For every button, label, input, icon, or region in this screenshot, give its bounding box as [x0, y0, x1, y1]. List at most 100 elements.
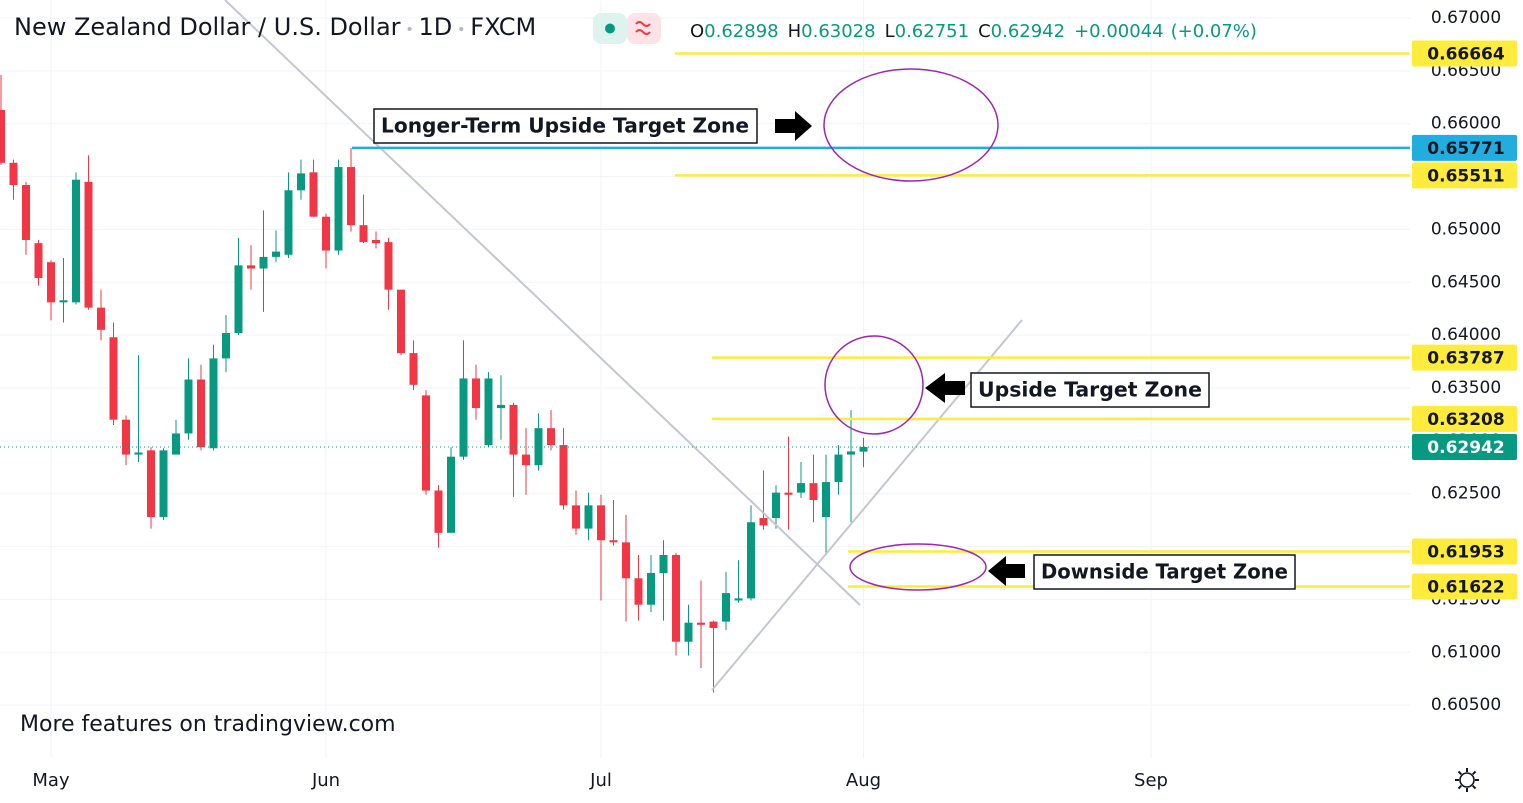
- annotation: Downside Target Zone: [1041, 560, 1288, 584]
- candle-body: [172, 433, 180, 455]
- candle-body: [734, 598, 743, 601]
- candle-body: [622, 542, 630, 579]
- candle-body: [572, 505, 580, 529]
- candle-body: [0, 109, 5, 163]
- y-tick-label: 0.66000: [1431, 114, 1501, 134]
- candle-body: [447, 456, 455, 533]
- candle-body: [209, 358, 218, 449]
- candle-body: [72, 179, 80, 303]
- candle-body: [159, 450, 168, 517]
- candle-body: [197, 379, 205, 448]
- candle-body: [509, 404, 518, 455]
- change: +0.00044: [1074, 21, 1164, 42]
- price-label: 0.61953: [1427, 543, 1504, 563]
- candle-body: [234, 265, 243, 334]
- ohlc-value: 0.62898: [704, 21, 778, 42]
- arrow: [925, 373, 965, 403]
- zone-ellipse: [823, 68, 999, 182]
- candle-body: [759, 518, 768, 526]
- price-label-box: [1412, 344, 1517, 371]
- candle-body: [334, 167, 343, 251]
- price-label: 0.61622: [1427, 578, 1504, 598]
- x-tick-label: May: [32, 770, 70, 791]
- candle-body: [809, 483, 818, 501]
- price-label-box: [1412, 134, 1517, 161]
- y-tick-label: 0.61000: [1431, 642, 1501, 662]
- watermark: More features on tradingview.com: [20, 712, 396, 737]
- candle-body: [322, 216, 330, 251]
- candle-body: [747, 522, 755, 599]
- candle-body: [122, 419, 130, 455]
- candle-body: [522, 454, 530, 466]
- gear-ring: [1459, 772, 1475, 788]
- x-tick-label: Aug: [846, 770, 881, 791]
- price-label-box: [1412, 40, 1517, 67]
- candles: [0, 75, 868, 693]
- candle-body: [284, 190, 293, 255]
- candle-body: [797, 483, 805, 493]
- ohlc-value: 0.62942: [991, 21, 1065, 42]
- ohlc-label: H: [788, 21, 802, 42]
- price-label-box: [1412, 573, 1517, 600]
- candle-body: [84, 181, 93, 308]
- last-price-box: [1412, 433, 1517, 460]
- y-tick-label: 0.62500: [1431, 484, 1501, 504]
- candle-body: [534, 428, 543, 466]
- settings-button[interactable]: [1455, 768, 1479, 792]
- candle-body: [409, 353, 418, 385]
- ohlc-label: L: [885, 21, 895, 42]
- candle-body: [684, 622, 693, 642]
- last-price-label: 0.62942: [1427, 438, 1504, 458]
- header-interval: 1D: [419, 13, 453, 41]
- candle-body: [309, 172, 318, 217]
- y-tick-label: 0.64000: [1431, 325, 1501, 345]
- candle-body: [359, 225, 368, 243]
- price-label: 0.65511: [1427, 166, 1504, 186]
- candle-body: [222, 333, 230, 359]
- candle-body: [384, 242, 393, 290]
- price-label: 0.66664: [1427, 44, 1505, 64]
- price-label: 0.63208: [1427, 410, 1504, 430]
- header-source: FXCM: [470, 13, 536, 41]
- candle-body: [859, 446, 868, 452]
- candle-body: [784, 492, 793, 495]
- ohlc-value: 0.63028: [801, 21, 875, 42]
- x-tick-label: Sep: [1134, 770, 1168, 791]
- ohlc-value: 0.62751: [895, 21, 969, 42]
- candle-body: [9, 162, 18, 186]
- annotation-box: [373, 108, 758, 144]
- badge-right: [627, 13, 661, 44]
- levels: [0, 52, 1410, 588]
- candle-body: [559, 445, 568, 506]
- arrow: [988, 556, 1025, 586]
- zone-ellipse: [849, 543, 987, 591]
- candle-body: [847, 451, 855, 455]
- candle-body: [372, 239, 380, 244]
- header-title: New Zealand Dollar / U.S. Dollar: [14, 13, 401, 41]
- candle-body: [472, 378, 480, 409]
- candle-body: [634, 578, 643, 605]
- candle-body: [147, 450, 155, 517]
- price-label-box: [1412, 538, 1517, 565]
- annotation-box: [970, 372, 1210, 408]
- candle-body: [597, 505, 605, 541]
- candle-body: [484, 378, 493, 446]
- candle-body: [459, 378, 468, 457]
- candle-body: [822, 482, 830, 517]
- annotations: Longer-Term Upside Target Zone Upside Ta…: [373, 68, 1296, 591]
- price-label-box: [1412, 405, 1517, 432]
- annotation: Longer-Term Upside Target Zone: [381, 114, 749, 138]
- candle-body: [247, 265, 255, 269]
- candle-body: [659, 555, 668, 573]
- candle-body: [434, 490, 443, 533]
- candle-body: [672, 555, 680, 642]
- candle-body: [772, 492, 780, 519]
- approx-icon: [635, 21, 651, 35]
- y-tick-label: 0.67000: [1431, 8, 1501, 28]
- status-dot: [605, 23, 615, 34]
- candle-body: [834, 454, 843, 483]
- candle-body: [347, 167, 355, 226]
- change-percent: (+0.07%): [1171, 21, 1257, 42]
- candle-body: [584, 505, 593, 529]
